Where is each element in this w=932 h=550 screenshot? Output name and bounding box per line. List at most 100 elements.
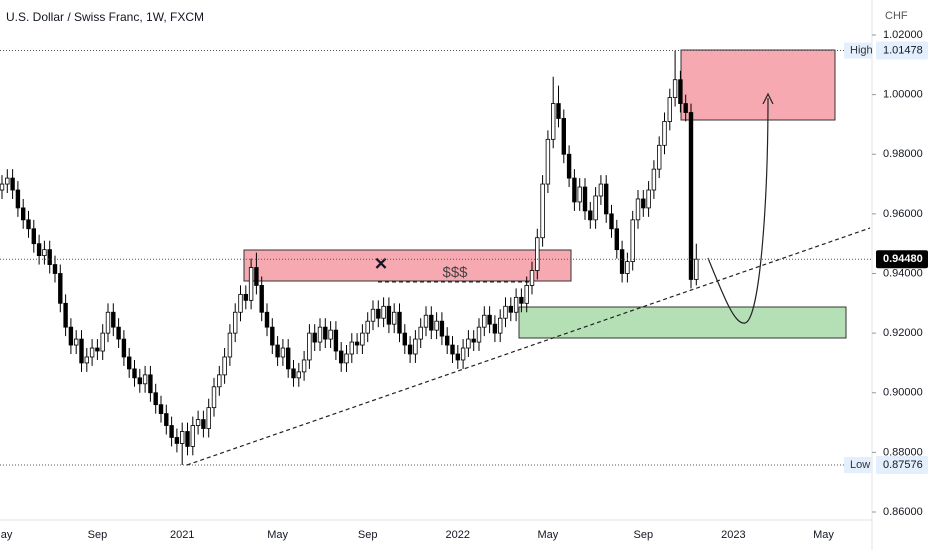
- candle-body: [116, 326, 121, 340]
- candle-body: [142, 374, 148, 385]
- candle-body: [418, 326, 423, 340]
- candle-body: [370, 308, 376, 322]
- x-tick-label: May: [267, 529, 288, 541]
- high-price-box: [876, 41, 928, 60]
- high-price: 1.01478: [883, 44, 923, 56]
- candle-body: [593, 195, 598, 221]
- y-tick-label: 0.98000: [883, 148, 923, 160]
- candle-body: [338, 350, 344, 364]
- candle-body: [683, 103, 688, 113]
- cross-annotation: ✕: [374, 254, 388, 273]
- candle-body: [386, 305, 392, 325]
- candle-body: [678, 79, 683, 104]
- candle-body: [26, 219, 31, 230]
- candle-body: [566, 153, 572, 179]
- x-tick-label: May: [0, 529, 13, 541]
- low-name: Low: [850, 459, 870, 471]
- candle-body: [439, 320, 445, 337]
- candle-body: [254, 267, 259, 286]
- candle-body: [100, 332, 105, 352]
- candle-body: [540, 183, 545, 239]
- last-price-price-box: [876, 250, 928, 269]
- candle-body: [285, 347, 291, 370]
- candle-body: [185, 431, 190, 447]
- projection-arrow: [707, 97, 769, 324]
- supply-zone-mid: [243, 249, 572, 282]
- x-tick-label: May: [813, 529, 834, 541]
- candle-body: [630, 219, 635, 262]
- candle-body: [307, 332, 312, 361]
- candle-body: [190, 425, 195, 447]
- candle-body: [397, 311, 402, 334]
- candle-body: [280, 347, 286, 358]
- candle-body: [15, 189, 21, 209]
- candle-body: [47, 249, 52, 265]
- candle-body: [614, 228, 619, 251]
- candle-body: [646, 189, 651, 209]
- candle-body: [577, 186, 582, 203]
- candle-body: [482, 314, 487, 328]
- candle-body: [36, 243, 42, 257]
- candle-body: [20, 207, 26, 221]
- candle-body: [609, 213, 614, 230]
- candle-body: [95, 347, 100, 352]
- candle-body: [694, 258, 699, 280]
- x-tick-label: 2022: [446, 529, 470, 541]
- candle-body: [275, 344, 280, 358]
- candle-body: [561, 118, 566, 155]
- candle-body: [354, 341, 360, 346]
- liquidity-annotation: $$$: [442, 264, 468, 281]
- candle-body: [497, 317, 503, 334]
- candle-body: [31, 228, 36, 245]
- candle-body: [513, 296, 519, 313]
- candle-body: [423, 314, 429, 328]
- candle-body: [466, 338, 471, 349]
- low-name-box: [844, 457, 872, 474]
- candle-body: [672, 79, 678, 99]
- candle-body: [0, 183, 5, 191]
- candle-body: [444, 335, 450, 346]
- arrow-head: [762, 92, 774, 105]
- candles: [0, 50, 699, 466]
- candle-body: [238, 293, 243, 313]
- candle-body: [524, 285, 529, 304]
- candle-body: [619, 249, 625, 274]
- y-tick-label: 0.90000: [883, 387, 923, 399]
- candle-body: [328, 329, 333, 340]
- candle-body: [323, 326, 328, 340]
- candle-body: [68, 326, 74, 346]
- x-tick-label: 2023: [721, 529, 745, 541]
- candle-body: [635, 198, 641, 221]
- candle-body: [89, 347, 95, 358]
- x-tick-label: 2021: [170, 529, 194, 541]
- y-tick-label: 1.00000: [883, 89, 923, 101]
- candle-body: [450, 344, 455, 355]
- candle-body: [657, 144, 662, 170]
- x-tick-label: May: [538, 529, 559, 541]
- candle-body: [556, 103, 561, 119]
- candle-body: [127, 356, 132, 370]
- candle-body: [662, 121, 667, 146]
- candle-body: [296, 371, 301, 379]
- candle-body: [572, 177, 577, 203]
- candle-body: [312, 332, 317, 343]
- candle-body: [508, 305, 513, 313]
- candle-body: [402, 332, 407, 346]
- candle-body: [519, 296, 524, 304]
- candle-body: [121, 338, 127, 358]
- candle-body: [667, 97, 672, 122]
- low-price: 0.87576: [883, 459, 923, 471]
- candle-body: [84, 356, 89, 364]
- candle-body: [42, 249, 47, 257]
- candle-body: [301, 359, 307, 373]
- candle-body: [391, 311, 397, 325]
- candle-body: [365, 320, 370, 334]
- candle-body: [111, 311, 116, 328]
- candle-body: [222, 356, 227, 376]
- candle-body: [243, 293, 248, 301]
- candle-body: [58, 273, 63, 304]
- y-tick-label: 0.88000: [883, 446, 923, 458]
- candle-body: [333, 329, 339, 352]
- candle-body: [169, 425, 174, 438]
